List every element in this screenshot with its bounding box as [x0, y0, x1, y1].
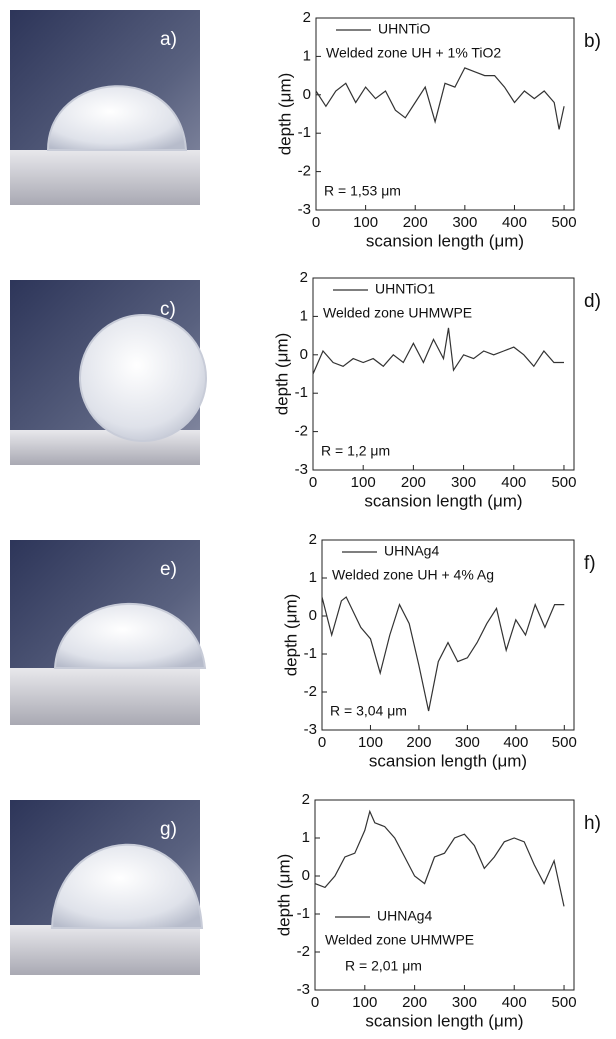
y-tick-label: 0 — [300, 346, 308, 363]
image-label: c) — [160, 299, 176, 320]
legend-label: UHNTiO — [378, 21, 430, 37]
x-tick-label: 0 — [312, 214, 320, 231]
x-axis-label: scansion length (μm) — [364, 491, 522, 510]
plot-frame — [314, 799, 575, 991]
series-line — [312, 327, 564, 375]
y-axis-label: depth (μm) — [274, 854, 293, 937]
photo-droplet — [50, 843, 204, 929]
y-tick-label: 1 — [303, 47, 311, 64]
legend-label: UHNTiO1 — [375, 281, 435, 297]
y-tick-label: -2 — [304, 683, 317, 700]
x-tick-label: 500 — [552, 994, 577, 1011]
x-tick-label: 400 — [501, 474, 526, 491]
y-tick-label: -1 — [297, 905, 310, 922]
y-tick-label: -3 — [304, 721, 317, 738]
x-tick-label: 0 — [311, 994, 319, 1011]
panel-label: b) — [584, 31, 601, 52]
y-tick-label: -2 — [295, 423, 308, 440]
photo: a) — [10, 10, 200, 205]
series-line — [314, 809, 565, 907]
y-tick-label: -3 — [298, 201, 311, 218]
photo-ground — [10, 668, 200, 725]
annotation: Welded zone UHMWPE — [325, 932, 474, 948]
photo-ground — [10, 925, 200, 975]
x-tick-label: 0 — [318, 734, 326, 751]
x-axis-label: scansion length (μm) — [366, 231, 524, 250]
y-axis-label: depth (μm) — [281, 594, 300, 677]
annotation: R = 1,53 μm — [324, 183, 401, 199]
x-tick-label: 400 — [502, 214, 527, 231]
x-tick-label: 200 — [402, 994, 427, 1011]
y-tick-label: 2 — [302, 791, 310, 808]
x-tick-label: 100 — [358, 734, 383, 751]
y-tick-label: 1 — [302, 829, 310, 846]
x-tick-label: 300 — [452, 214, 477, 231]
photo-droplet — [78, 314, 208, 442]
x-tick-label: 300 — [452, 994, 477, 1011]
photo-droplet — [46, 85, 188, 151]
x-tick-label: 200 — [406, 734, 431, 751]
x-tick-label: 200 — [403, 214, 428, 231]
y-tick-label: 0 — [309, 607, 317, 624]
x-tick-label: 300 — [451, 474, 476, 491]
photo-ground — [10, 150, 200, 205]
y-axis-label: depth (μm) — [275, 73, 294, 156]
y-tick-label: -1 — [298, 124, 311, 141]
annotation: R = 3,04 μm — [330, 703, 407, 719]
panel-label: h) — [584, 813, 601, 834]
photo: g) — [10, 800, 204, 975]
photo: e) — [10, 540, 207, 725]
photo-droplet — [53, 602, 207, 669]
x-tick-label: 500 — [552, 734, 577, 751]
panel-label: f) — [584, 553, 596, 574]
y-tick-label: -2 — [298, 163, 311, 180]
legend-label: UHNAg4 — [384, 543, 439, 559]
plot-frame — [315, 17, 575, 211]
x-axis-label: scansion length (μm) — [365, 1011, 523, 1030]
y-tick-label: -2 — [297, 943, 310, 960]
annotation: Welded zone UH + 4% Ag — [332, 567, 494, 583]
x-tick-label: 100 — [351, 474, 376, 491]
x-tick-label: 400 — [503, 734, 528, 751]
y-tick-label: 1 — [309, 569, 317, 586]
y-tick-label: 0 — [302, 867, 310, 884]
y-tick-label: -1 — [304, 645, 317, 662]
plot-frame — [321, 539, 575, 731]
y-tick-label: -1 — [295, 384, 308, 401]
annotation: Welded zone UH + 1% TiO2 — [326, 45, 501, 61]
x-tick-label: 500 — [552, 214, 577, 231]
image-label: e) — [160, 559, 177, 580]
y-tick-label: 2 — [303, 9, 311, 26]
series-line — [315, 67, 565, 130]
y-tick-label: 2 — [300, 269, 308, 286]
annotation: Welded zone UHMWPE — [323, 305, 472, 321]
y-tick-label: -3 — [297, 981, 310, 998]
annotation: R = 1,2 μm — [321, 443, 390, 459]
series-line — [321, 596, 565, 712]
panel-label: d) — [584, 291, 601, 312]
x-tick-label: 300 — [455, 734, 480, 751]
x-tick-label: 200 — [401, 474, 426, 491]
x-tick-label: 100 — [353, 214, 378, 231]
x-axis-label: scansion length (μm) — [369, 751, 527, 770]
x-tick-label: 400 — [502, 994, 527, 1011]
annotation: R = 2,01 μm — [345, 958, 422, 974]
y-tick-label: -3 — [295, 461, 308, 478]
x-tick-label: 0 — [309, 474, 317, 491]
photo: c) — [10, 280, 208, 465]
x-tick-label: 100 — [352, 994, 377, 1011]
image-label: a) — [160, 29, 177, 50]
legend-label: UHNAg4 — [377, 908, 432, 924]
y-tick-label: 2 — [309, 531, 317, 548]
image-label: g) — [160, 819, 177, 840]
x-tick-label: 500 — [551, 474, 576, 491]
y-tick-label: 0 — [303, 86, 311, 103]
y-tick-label: 1 — [300, 307, 308, 324]
y-axis-label: depth (μm) — [272, 333, 291, 416]
